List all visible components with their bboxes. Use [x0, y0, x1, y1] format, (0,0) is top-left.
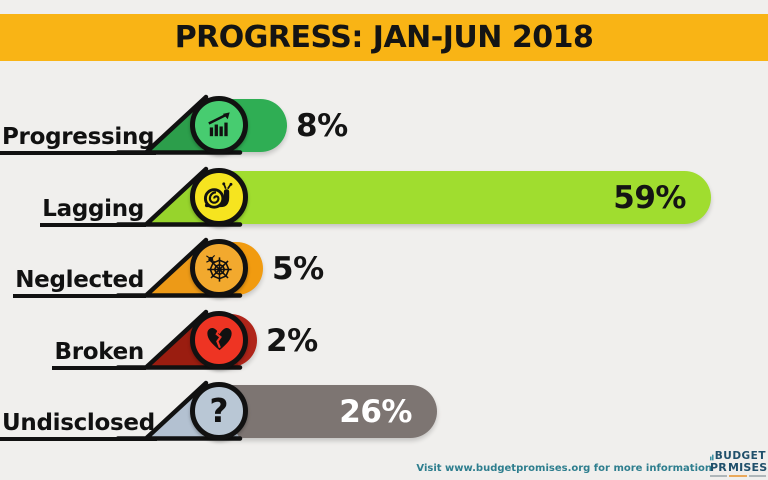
bar-row-progressing: Progressing 8%	[0, 90, 768, 162]
progressing-icon-badge	[190, 96, 248, 154]
footer-note: Visit www.budgetpromises.org for more in…	[416, 463, 712, 474]
question-mark-icon: ?	[209, 390, 229, 430]
bar-row-undisclosed: ? Undisclosed 26%	[0, 376, 768, 448]
bar-row-broken: Broken 2%	[0, 305, 768, 377]
lagging-icon-badge	[190, 167, 248, 226]
spider-web-icon	[205, 254, 232, 282]
value-label: 26%	[339, 394, 412, 430]
broken-heart-icon	[206, 327, 232, 351]
neglected-icon-badge	[190, 239, 248, 297]
logo-word-budget: BUDGET	[714, 450, 766, 462]
value-label: 59%	[613, 179, 686, 216]
category-label: Broken	[0, 339, 146, 370]
snail-icon	[203, 182, 232, 209]
bar-lagging	[195, 170, 711, 224]
logo-word-mises: MISES	[727, 461, 768, 474]
budget-promises-logo: BUDGET PR MISES	[710, 451, 768, 477]
value-label: 8%	[296, 108, 348, 144]
broken-icon-badge	[190, 310, 248, 369]
category-label: Neglected	[0, 267, 146, 298]
logo-word-pr: PR	[710, 461, 727, 474]
bar-row-neglected: Neglected 5%	[0, 233, 768, 305]
category-label: Undisclosed	[0, 410, 157, 441]
page-title: PROGRESS: JAN-JUN 2018	[174, 20, 594, 55]
value-label: 2%	[266, 322, 318, 359]
growth-chart-icon	[207, 111, 230, 136]
category-label: Lagging	[0, 196, 146, 227]
category-label: Progressing	[0, 124, 157, 155]
logo-bars-icon	[710, 454, 714, 460]
logo-tagline-strip	[710, 474, 766, 477]
header-banner: PROGRESS: JAN-JUN 2018	[0, 14, 768, 61]
logo-line2: PR MISES	[710, 461, 768, 474]
bar-row-lagging: Lagging 59%	[0, 162, 768, 234]
undisclosed-icon-badge: ?	[190, 382, 248, 440]
value-label: 5%	[272, 251, 324, 287]
logo-line1: BUDGET	[710, 451, 766, 462]
